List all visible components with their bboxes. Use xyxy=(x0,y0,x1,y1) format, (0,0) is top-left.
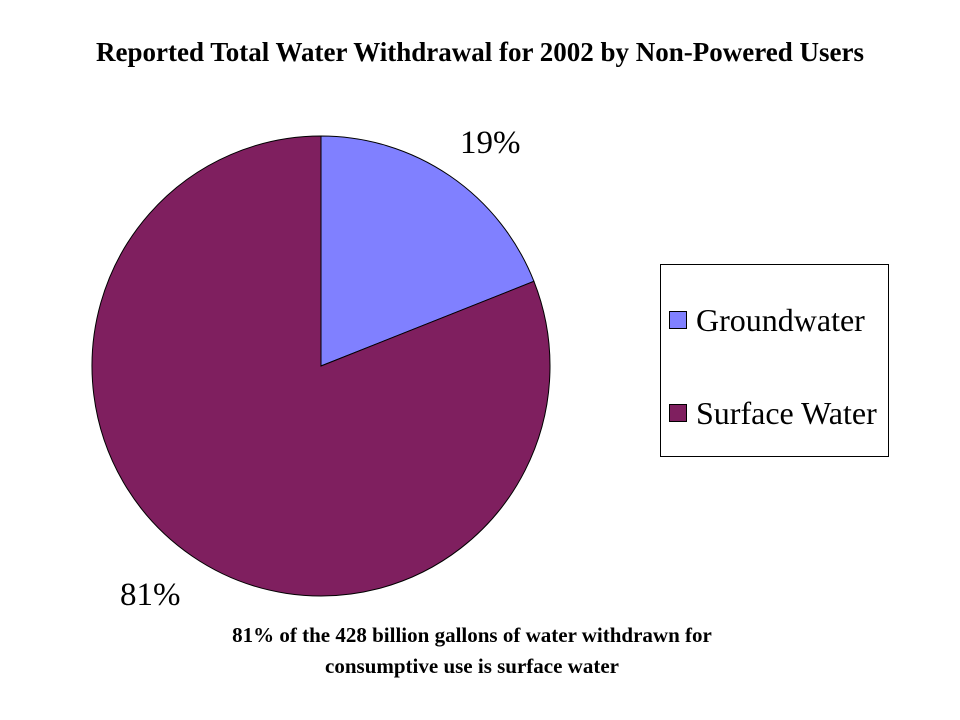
legend-label-surface-water: Surface Water xyxy=(696,395,877,431)
chart-note-line-1: 81% of the 428 billion gallons of water … xyxy=(232,623,712,647)
chart-note-line-2: consumptive use is surface water xyxy=(325,654,619,678)
legend-swatch-groundwater xyxy=(669,311,687,329)
slice-label-surface-water: 81% xyxy=(120,577,181,613)
chart-note: 81% of the 428 billion gallons of water … xyxy=(0,620,944,682)
slice-label-groundwater: 19% xyxy=(460,125,521,161)
legend-item-groundwater: Groundwater xyxy=(669,300,865,340)
pie-slice-surface-water xyxy=(91,135,551,597)
legend-item-surface-water: Surface Water xyxy=(669,393,877,433)
legend-swatch-surface-water xyxy=(669,404,687,422)
chart-title: Reported Total Water Withdrawal for 2002… xyxy=(96,37,864,67)
legend-label-groundwater: Groundwater xyxy=(696,302,865,338)
pie-slice-groundwater xyxy=(320,135,535,367)
chart-legend: Groundwater Surface Water xyxy=(660,264,889,457)
